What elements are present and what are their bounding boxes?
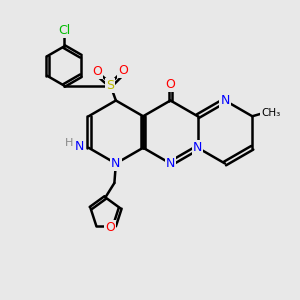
Text: S: S — [106, 79, 115, 92]
Text: O: O — [105, 220, 115, 234]
Text: Cl: Cl — [58, 24, 70, 38]
Text: CH₃: CH₃ — [261, 108, 280, 118]
Text: O: O — [166, 77, 176, 91]
Text: O: O — [118, 64, 128, 77]
Text: N: N — [193, 141, 202, 154]
Text: N: N — [74, 140, 84, 153]
Text: N: N — [220, 94, 230, 107]
Text: N: N — [166, 157, 175, 170]
Text: N: N — [111, 157, 121, 170]
Text: O: O — [92, 65, 102, 78]
Text: H: H — [65, 138, 73, 148]
